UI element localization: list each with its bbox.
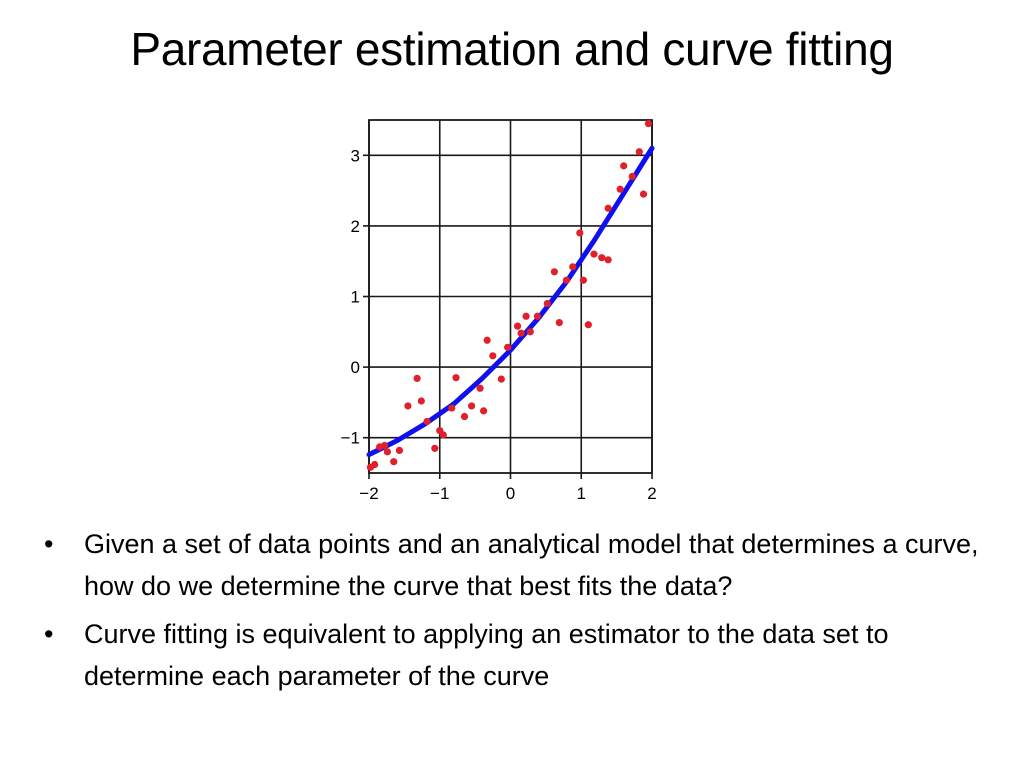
y-tick-label-0: −1 bbox=[341, 429, 360, 448]
data-point-32 bbox=[562, 276, 570, 284]
data-point-1 bbox=[371, 460, 379, 469]
data-point-4 bbox=[383, 448, 391, 456]
slide-title: Parameter estimation and curve fitting bbox=[130, 23, 894, 75]
x-tick-label-2: 0 bbox=[506, 484, 515, 503]
bullet-marker: • bbox=[44, 529, 54, 559]
data-point-37 bbox=[590, 250, 598, 258]
x-tick-label-1: −1 bbox=[430, 484, 449, 503]
data-point-9 bbox=[417, 397, 425, 405]
tick-labels-layer: −2 −1 0 1 2 −1 0 1 2 3 bbox=[341, 146, 657, 503]
data-point-27 bbox=[526, 328, 534, 336]
data-point-3 bbox=[380, 441, 389, 450]
data-point-36 bbox=[584, 321, 592, 329]
data-point-46 bbox=[644, 119, 653, 128]
fit-curve-layer bbox=[366, 145, 655, 458]
data-point-35 bbox=[579, 276, 587, 284]
data-point-30 bbox=[550, 268, 558, 276]
chart-ticks bbox=[363, 154, 653, 479]
data-point-22 bbox=[497, 375, 505, 383]
x-tick-label-4: 2 bbox=[647, 484, 656, 503]
data-point-24 bbox=[513, 322, 522, 330]
data-point-26 bbox=[522, 312, 530, 320]
bullet-item-2: • Curve fitting is equivalent to applyin… bbox=[40, 613, 980, 697]
data-point-38 bbox=[598, 254, 606, 262]
fit-curve bbox=[366, 145, 655, 458]
bullet-text-2: Curve fitting is equivalent to applying … bbox=[84, 619, 889, 691]
bullet-list: • Given a set of data points and an anal… bbox=[40, 523, 980, 703]
y-tick-label-2: 1 bbox=[351, 288, 360, 307]
data-point-21 bbox=[489, 352, 497, 360]
data-point-10 bbox=[423, 417, 431, 426]
data-point-20 bbox=[483, 336, 491, 344]
data-point-14 bbox=[448, 404, 456, 412]
data-point-42 bbox=[620, 162, 628, 170]
y-tick-label-1: 0 bbox=[351, 358, 360, 377]
data-point-29 bbox=[543, 299, 551, 308]
data-point-5 bbox=[390, 458, 398, 466]
data-point-13 bbox=[439, 431, 447, 439]
data-point-43 bbox=[628, 172, 636, 181]
data-point-7 bbox=[404, 402, 412, 410]
data-point-44 bbox=[635, 148, 643, 156]
bullet-text-1: Given a set of data points and an analyt… bbox=[84, 529, 979, 601]
data-point-33 bbox=[569, 263, 577, 271]
bullet-item-1: • Given a set of data points and an anal… bbox=[40, 523, 980, 607]
data-point-19 bbox=[480, 407, 488, 415]
data-point-28 bbox=[533, 312, 541, 320]
bullet-marker: • bbox=[44, 619, 54, 649]
data-point-23 bbox=[504, 343, 512, 351]
data-point-16 bbox=[460, 412, 469, 421]
data-point-40 bbox=[604, 204, 612, 212]
chart-svg: −2 −1 0 1 2 −1 0 1 2 3 bbox=[341, 119, 657, 503]
data-point-39 bbox=[604, 256, 612, 264]
data-points-layer bbox=[366, 119, 653, 471]
data-point-25 bbox=[517, 329, 525, 337]
chart-grid bbox=[368, 120, 653, 473]
y-tick-label-3: 2 bbox=[351, 217, 360, 236]
data-point-41 bbox=[616, 185, 624, 193]
y-tick-label-4: 3 bbox=[351, 146, 360, 165]
data-point-8 bbox=[413, 374, 421, 382]
data-point-31 bbox=[555, 319, 563, 327]
data-point-18 bbox=[476, 384, 484, 392]
x-tick-label-3: 1 bbox=[577, 484, 586, 503]
data-point-11 bbox=[431, 444, 439, 452]
data-point-45 bbox=[639, 190, 648, 198]
data-point-15 bbox=[452, 374, 460, 382]
data-point-6 bbox=[395, 446, 404, 455]
data-point-34 bbox=[576, 229, 584, 237]
x-tick-label-0: −2 bbox=[359, 484, 378, 503]
scatter-chart: −2 −1 0 1 2 −1 0 1 2 3 bbox=[330, 108, 690, 508]
data-point-17 bbox=[467, 402, 476, 410]
